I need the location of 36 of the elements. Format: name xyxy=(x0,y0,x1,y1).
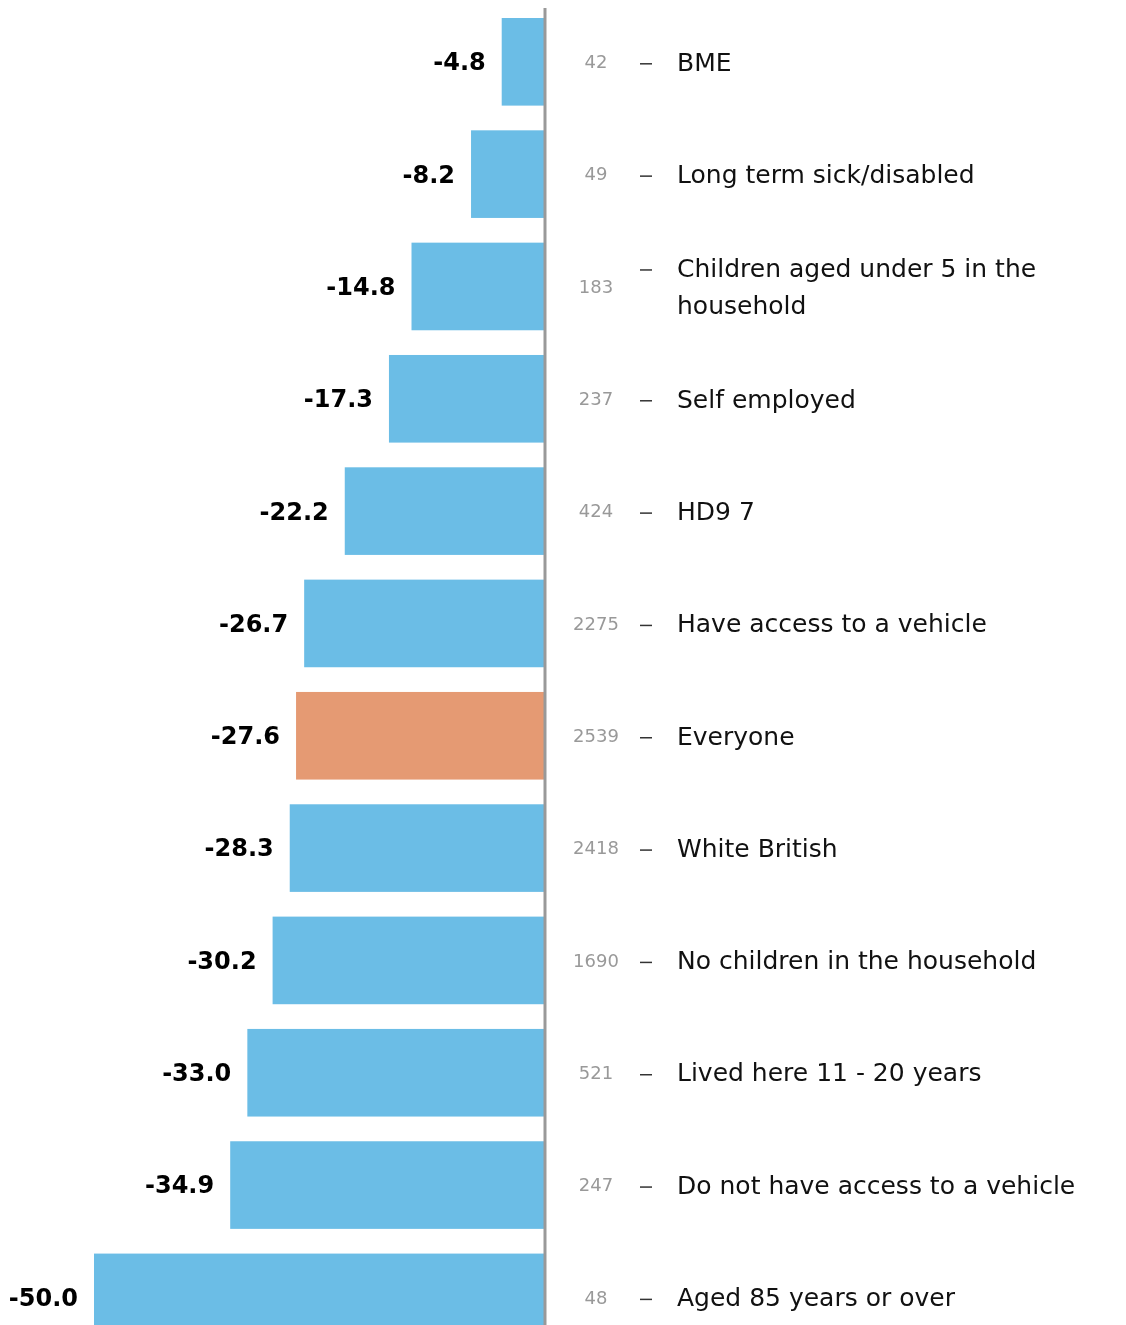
data-label: -50.0 xyxy=(8,1283,78,1312)
y-tick-label: Have access to a vehicle xyxy=(677,609,987,639)
y-tick-label: Long term sick/disabled xyxy=(677,159,975,189)
text: 521 xyxy=(578,1062,614,1084)
text: 2275 xyxy=(573,612,619,634)
text: 2539 xyxy=(573,725,619,747)
y-tick-label: Everyone xyxy=(677,721,795,751)
data-label: -22.2 xyxy=(259,497,329,526)
data-label: -14.8 xyxy=(326,272,396,301)
y-tick-label: Self employed xyxy=(677,384,856,414)
y-tick-label: Children aged under 5 in the household xyxy=(677,253,1037,320)
y-tick-label: Do not have access to a vehicle xyxy=(677,1170,1076,1200)
data-label: -4.8 xyxy=(433,48,486,77)
data-label: -26.7 xyxy=(218,609,289,638)
data-label: -33.0 xyxy=(162,1059,232,1088)
text: 49 xyxy=(584,163,608,185)
text: 42 xyxy=(584,51,608,73)
text: 424 xyxy=(578,500,614,522)
data-label: -27.6 xyxy=(210,722,281,751)
text: 237 xyxy=(578,388,614,410)
y-tick-label: BME xyxy=(677,47,732,77)
data-label: -30.2 xyxy=(187,946,257,975)
y-tick-label: HD9 7 xyxy=(677,496,755,526)
y-tick-label: Lived here 11 - 20 years xyxy=(677,1058,982,1088)
data-label: -8.2 xyxy=(402,160,456,189)
y-tick-label: Aged 85 years or over xyxy=(677,1283,956,1313)
data-label: -28.3 xyxy=(204,834,274,863)
text: 48 xyxy=(584,1286,608,1308)
data-label: -34.9 xyxy=(145,1171,215,1200)
y-tick-label: No children in the household xyxy=(677,946,1037,976)
text: 183 xyxy=(578,275,614,297)
text: 247 xyxy=(578,1174,614,1196)
text: 2418 xyxy=(573,837,619,859)
y-tick-label: White British xyxy=(677,833,838,863)
text: 1690 xyxy=(573,949,619,971)
data-label: -17.3 xyxy=(303,385,373,414)
